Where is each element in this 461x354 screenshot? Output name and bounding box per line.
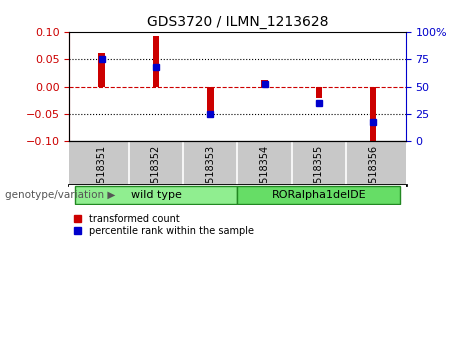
Bar <box>75 186 237 204</box>
Title: GDS3720 / ILMN_1213628: GDS3720 / ILMN_1213628 <box>147 16 328 29</box>
Bar <box>207 87 213 118</box>
Bar <box>153 36 159 87</box>
Text: GSM518351: GSM518351 <box>97 145 106 204</box>
Text: wild type: wild type <box>130 190 182 200</box>
Bar <box>99 53 105 87</box>
Legend: transformed count, percentile rank within the sample: transformed count, percentile rank withi… <box>74 214 254 236</box>
Text: GSM518355: GSM518355 <box>314 145 324 204</box>
Text: GSM518352: GSM518352 <box>151 145 161 204</box>
Bar <box>237 186 400 204</box>
Bar <box>316 87 322 98</box>
Text: GSM518354: GSM518354 <box>260 145 270 204</box>
Text: GSM518353: GSM518353 <box>205 145 215 204</box>
Text: GSM518356: GSM518356 <box>368 145 378 204</box>
Bar <box>370 87 376 144</box>
Bar <box>261 80 268 87</box>
Text: RORalpha1delDE: RORalpha1delDE <box>272 190 366 200</box>
Text: genotype/variation ▶: genotype/variation ▶ <box>5 190 115 200</box>
